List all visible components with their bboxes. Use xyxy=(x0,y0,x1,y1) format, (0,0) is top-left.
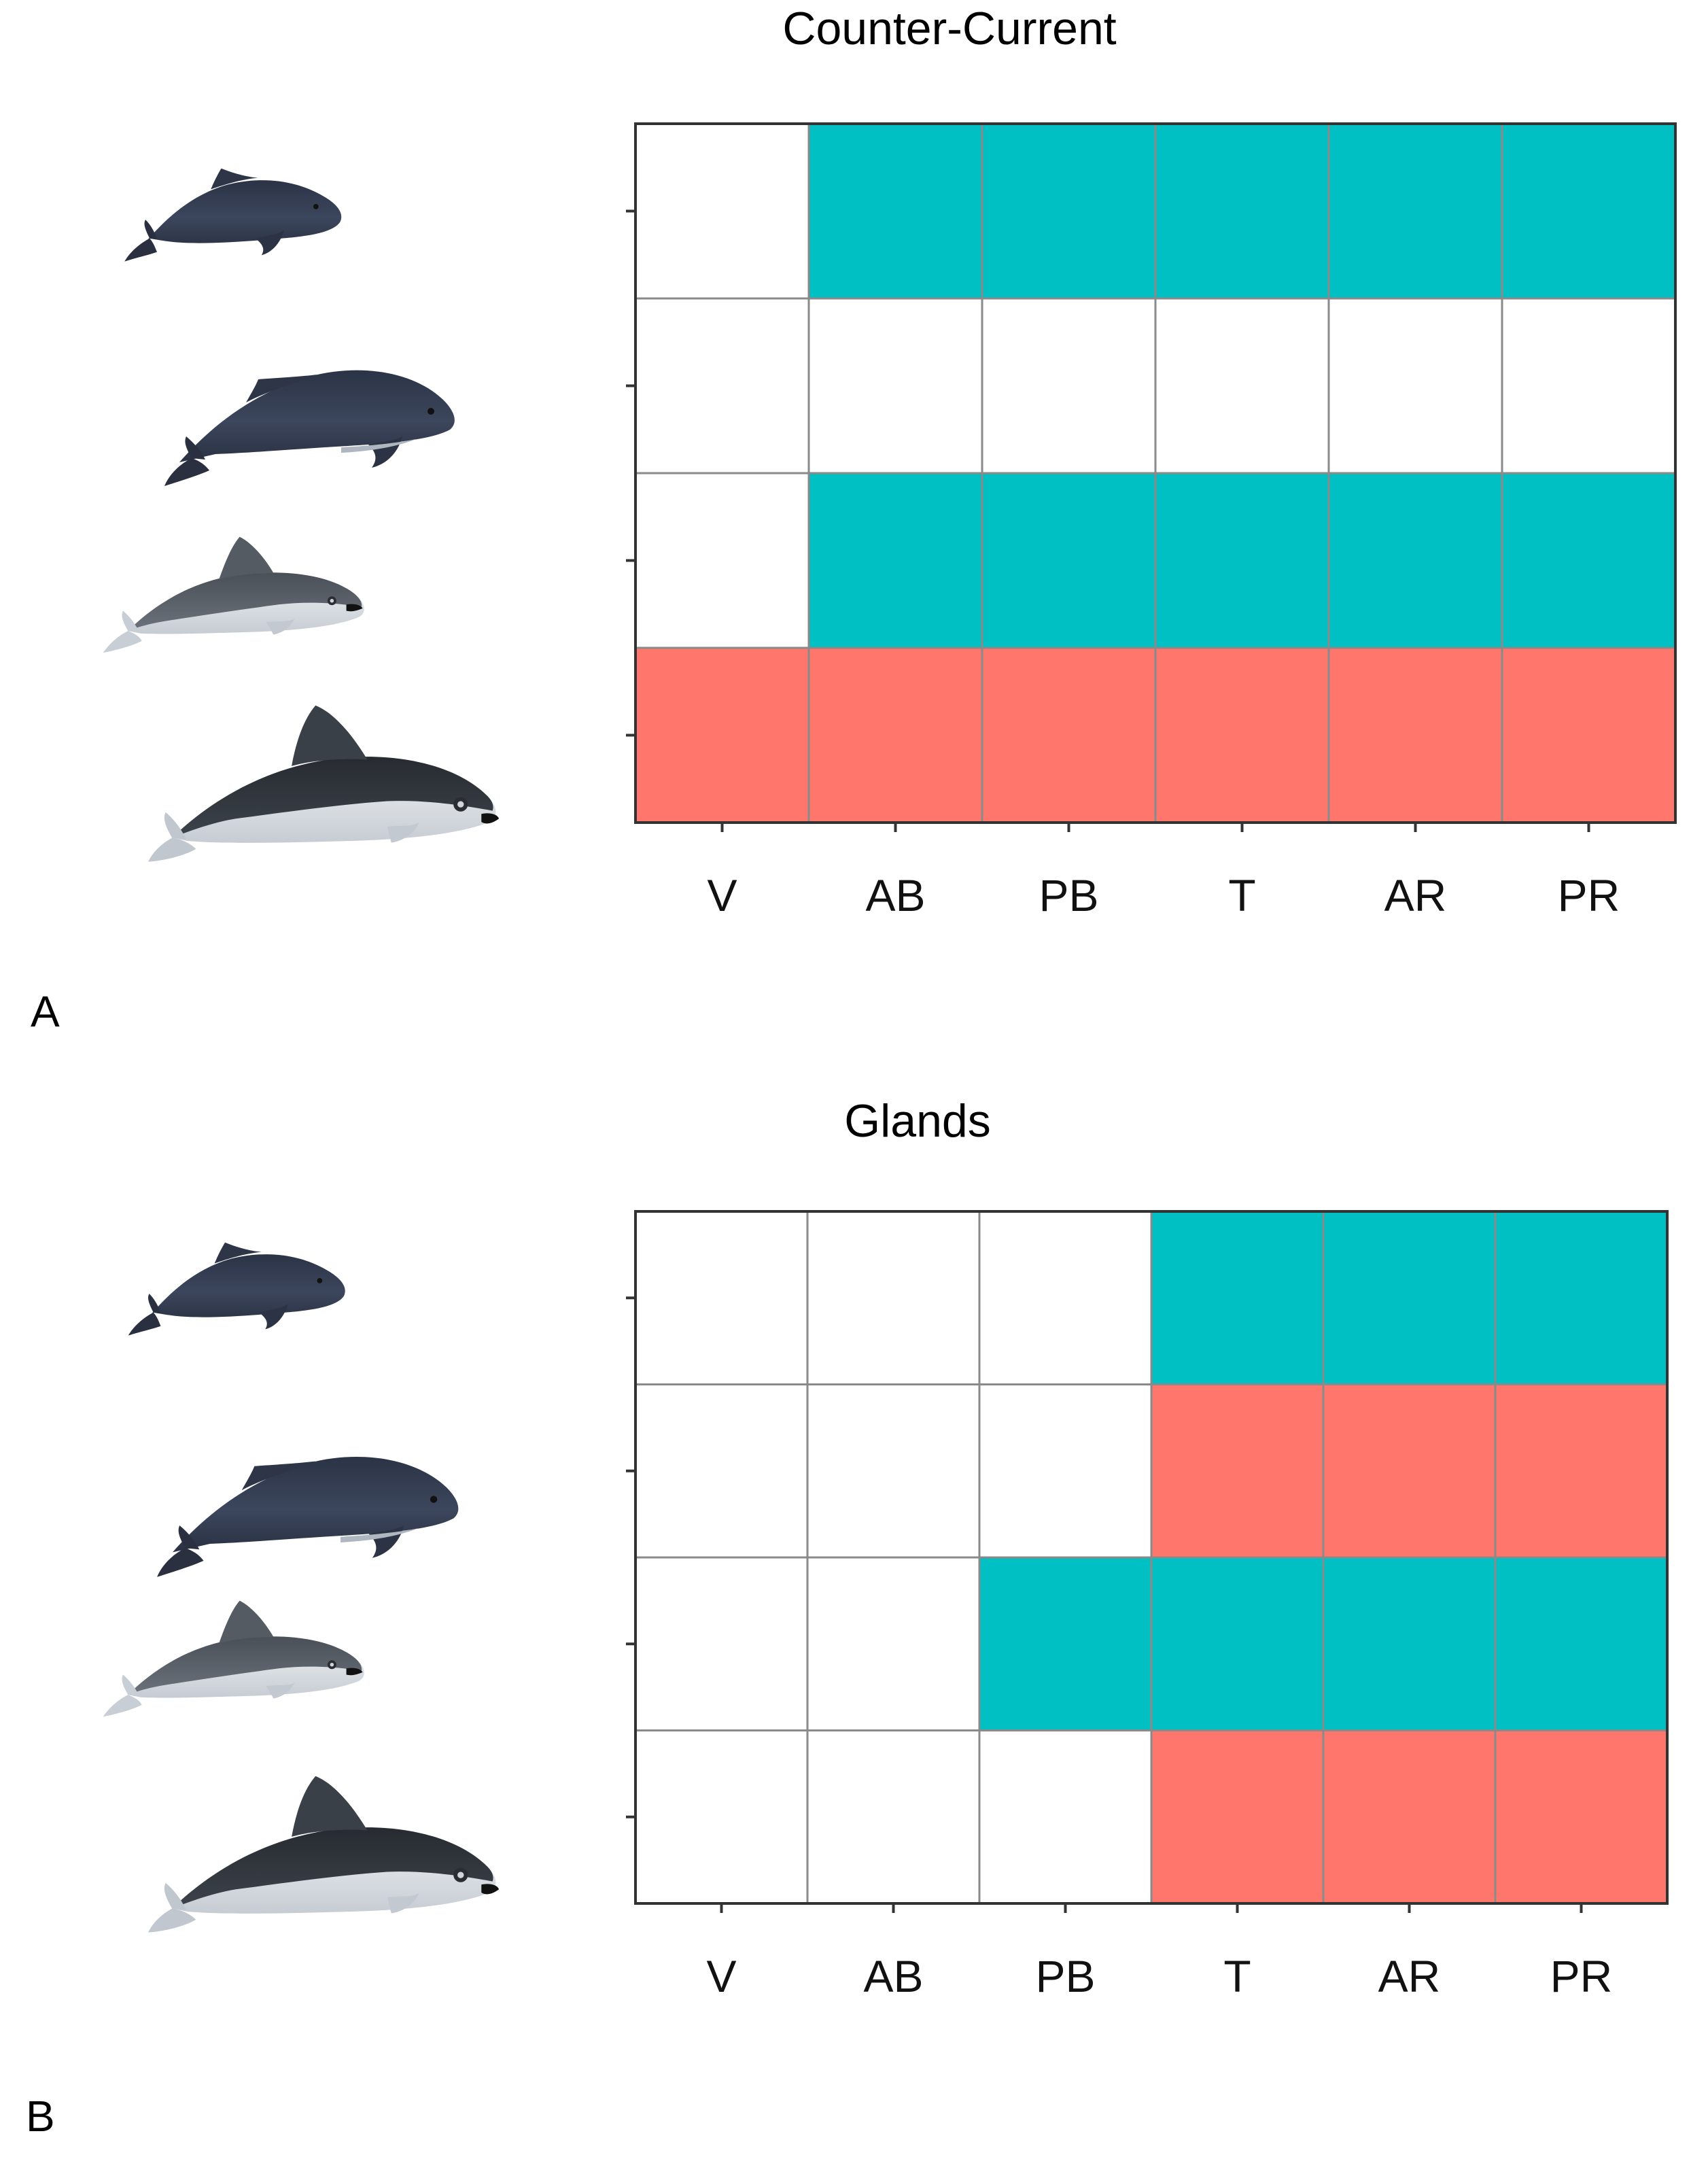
x-tick-label-ab: AB xyxy=(865,870,925,920)
heatmap-cell-r3-c2 xyxy=(978,1729,1153,1905)
heatmap-cell-r2-c1 xyxy=(806,1556,981,1731)
heatmap-cell-r3-c3 xyxy=(1150,1729,1325,1905)
heatmap-cell-r2-c4 xyxy=(1322,1556,1497,1731)
x-tick-label-ar: AR xyxy=(1384,870,1447,920)
heatmap-cell-r1-c1 xyxy=(807,297,983,474)
heatmap-cell-r1-c2 xyxy=(978,1383,1153,1559)
x-tick-label-pb: PB xyxy=(1035,1951,1095,2001)
heatmap-frame xyxy=(634,122,1677,824)
heatmap-cell-r1-c2 xyxy=(981,297,1157,474)
heatmap-cell-r1-c0 xyxy=(634,1383,809,1559)
heatmap-cell-r2-c5 xyxy=(1494,1556,1669,1731)
x-tick-label-v: V xyxy=(706,1951,736,2001)
heatmap-cell-r0-c0 xyxy=(634,122,810,300)
heatmap-cell-r3-c5 xyxy=(1494,1729,1669,1905)
heatmap-cell-r3-c4 xyxy=(1322,1729,1497,1905)
heatmap-cell-r3-c1 xyxy=(807,646,983,824)
x-tick-label-pr: PR xyxy=(1550,1951,1613,2001)
heatmap-frame xyxy=(634,1210,1669,1905)
porpoise-grey-small-icon xyxy=(103,1600,364,1717)
heatmap-cell-r2-c0 xyxy=(634,472,810,649)
heatmap-cell-r1-c3 xyxy=(1154,297,1330,474)
heatmap-cell-r3-c5 xyxy=(1501,646,1677,824)
heatmap-cell-r0-c5 xyxy=(1501,122,1677,300)
heatmap-cell-r1-c3 xyxy=(1150,1383,1325,1559)
heatmap-cell-r0-c4 xyxy=(1327,122,1503,300)
x-tick-label-ar: AR xyxy=(1378,1951,1441,2001)
heatmap-cell-r1-c4 xyxy=(1327,297,1503,474)
porpoise-dark-small-icon xyxy=(128,1242,345,1336)
heatmap-cell-r0-c2 xyxy=(978,1210,1153,1385)
porpoise-black-large-icon xyxy=(147,705,500,862)
x-tick-label-t: T xyxy=(1228,870,1255,920)
panel-a-title: Counter-Current xyxy=(782,3,1116,54)
porpoise-black-large-icon xyxy=(147,1776,500,1933)
x-tick-label-ab: AB xyxy=(863,1951,923,2001)
heatmap-cell-r3-c3 xyxy=(1154,646,1330,824)
porpoise-dark-small-icon xyxy=(124,168,342,262)
porpoise-dark-large-icon xyxy=(164,370,455,486)
x-tick-label-v: V xyxy=(707,870,737,920)
heatmap-cell-r1-c5 xyxy=(1494,1383,1669,1559)
heatmap-cell-r3-c2 xyxy=(981,646,1157,824)
heatmap-cell-r2-c2 xyxy=(981,472,1157,649)
heatmap-cell-r3-c0 xyxy=(634,646,810,824)
heatmap-cell-r0-c3 xyxy=(1154,122,1330,300)
x-tick-label-pr: PR xyxy=(1558,870,1620,920)
heatmap-cell-r0-c5 xyxy=(1494,1210,1669,1385)
porpoise-grey-small-icon xyxy=(103,536,364,653)
heatmap-cell-r3-c0 xyxy=(634,1729,809,1905)
heatmap-cell-r2-c3 xyxy=(1150,1556,1325,1731)
heatmap-cell-r3-c4 xyxy=(1327,646,1503,824)
heatmap-cell-r2-c3 xyxy=(1154,472,1330,649)
panel-b-label: B xyxy=(26,2092,55,2141)
heatmap-cell-r2-c4 xyxy=(1327,472,1503,649)
heatmap-cell-r2-c5 xyxy=(1501,472,1677,649)
heatmap-cell-r1-c0 xyxy=(634,297,810,474)
heatmap-cell-r2-c1 xyxy=(807,472,983,649)
heatmap-cell-r3-c1 xyxy=(806,1729,981,1905)
heatmap-cell-r1-c5 xyxy=(1501,297,1677,474)
heatmap-cell-r0-c2 xyxy=(981,122,1157,300)
heatmap-cell-r0-c1 xyxy=(806,1210,981,1385)
panel-a-label: A xyxy=(31,987,60,1036)
heatmap-cell-r2-c0 xyxy=(634,1556,809,1731)
heatmap-cell-r0-c0 xyxy=(634,1210,809,1385)
x-tick-label-t: T xyxy=(1223,1951,1251,2001)
heatmap-glands: V AB PB T AR PR xyxy=(103,1210,1669,2001)
heatmap-cell-r2-c2 xyxy=(978,1556,1153,1731)
heatmap-counter-current: V AB PB T AR PR xyxy=(103,122,1677,920)
porpoise-dark-large-icon xyxy=(157,1456,459,1577)
heatmap-cell-r0-c4 xyxy=(1322,1210,1497,1385)
heatmap-cell-r0-c1 xyxy=(807,122,983,300)
heatmap-cell-r1-c4 xyxy=(1322,1383,1497,1559)
panel-b-title: Glands xyxy=(844,1095,990,1147)
heatmap-cell-r0-c3 xyxy=(1150,1210,1325,1385)
x-tick-label-pb: PB xyxy=(1039,870,1098,920)
heatmap-cell-r1-c1 xyxy=(806,1383,981,1559)
